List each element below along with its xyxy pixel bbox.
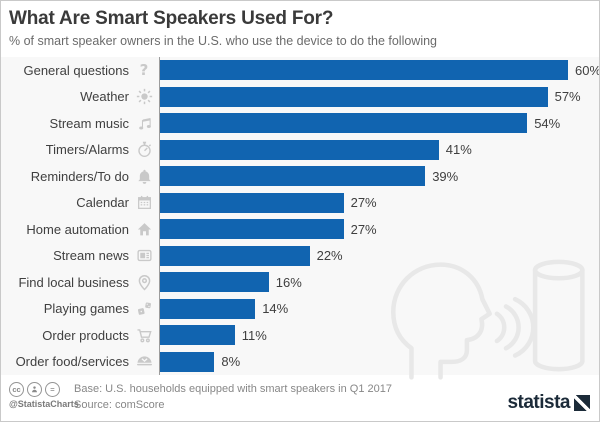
dice-icon bbox=[129, 300, 159, 317]
chart-row: Order products 11% bbox=[1, 322, 599, 349]
chart-row: Home automation 27% bbox=[1, 216, 599, 243]
bell-icon bbox=[129, 168, 159, 185]
person-speaking-to-speaker-watermark-icon bbox=[391, 259, 585, 380]
value-label: 27% bbox=[350, 221, 377, 237]
statista-charts-handle: @StatistaCharts bbox=[9, 399, 79, 409]
bar bbox=[160, 192, 344, 213]
bar-zone: 22% bbox=[159, 242, 599, 269]
bar-zone: 11% bbox=[159, 322, 599, 349]
chart-header: What Are Smart Speakers Used For? % of s… bbox=[1, 1, 599, 49]
value-label: 16% bbox=[275, 274, 302, 290]
cc-icon: cc bbox=[9, 382, 24, 397]
covered-dish-icon bbox=[129, 353, 159, 370]
bar-zone: 41% bbox=[159, 136, 599, 163]
category-label: Order food/services bbox=[15, 354, 129, 370]
statista-logo-mark bbox=[574, 395, 590, 411]
base-note: Base: U.S. households equipped with smar… bbox=[74, 383, 392, 395]
chart-subtitle: % of smart speaker owners in the U.S. wh… bbox=[9, 34, 438, 48]
chart-row: Reminders/To do 39% bbox=[1, 163, 599, 190]
bar bbox=[160, 60, 568, 81]
stopwatch-icon bbox=[129, 141, 159, 158]
question-icon: ? bbox=[139, 61, 149, 80]
sun-icon bbox=[129, 88, 159, 105]
bar bbox=[160, 272, 269, 293]
chart-footer: cc = @StatistaCharts Base: U.S. househol… bbox=[1, 377, 599, 421]
category-label: Stream music bbox=[49, 115, 129, 131]
value-label: 8% bbox=[221, 354, 241, 370]
house-icon bbox=[129, 221, 159, 238]
category-label: Playing games bbox=[43, 301, 129, 317]
chart-row: Find local business 16% bbox=[1, 269, 599, 296]
value-label: 11% bbox=[241, 327, 267, 343]
creative-commons-icons: cc = bbox=[9, 382, 79, 397]
category-label: Order products bbox=[42, 327, 129, 343]
attribution-icon bbox=[27, 382, 42, 397]
statista-logo: statista bbox=[507, 392, 590, 414]
value-label: 54% bbox=[534, 115, 561, 131]
category-label: Weather bbox=[80, 89, 129, 105]
bar-zone: 54% bbox=[159, 110, 599, 137]
source-note: Source: comScore bbox=[74, 399, 165, 411]
category-label: Reminders/To do bbox=[30, 168, 129, 184]
chart-row: Weather 57% bbox=[1, 83, 599, 110]
nd-icon: = bbox=[45, 382, 60, 397]
notes-block: Base: U.S. households equipped with smar… bbox=[74, 381, 392, 413]
category-label: Home automation bbox=[26, 221, 129, 237]
value-label: 14% bbox=[262, 301, 289, 317]
category-label: Calendar bbox=[76, 195, 129, 211]
bar bbox=[160, 351, 215, 372]
chart-row: Order food/services 8% bbox=[1, 348, 599, 375]
bar-zone: 27% bbox=[159, 189, 599, 216]
newspaper-icon bbox=[129, 247, 159, 264]
music-note-icon bbox=[129, 115, 159, 132]
bar bbox=[160, 245, 310, 266]
value-label: 41% bbox=[445, 142, 472, 158]
chart-row: Stream news 22% bbox=[1, 242, 599, 269]
value-label: 60% bbox=[575, 62, 600, 78]
chart-row: Calendar 27% bbox=[1, 189, 599, 216]
bar-zone: 8% bbox=[159, 348, 599, 375]
bar-zone: 16% bbox=[159, 269, 599, 296]
bar bbox=[160, 325, 235, 346]
location-pin-icon bbox=[129, 274, 159, 291]
category-label: General questions bbox=[23, 62, 129, 78]
value-label: 39% bbox=[432, 168, 459, 184]
bar bbox=[160, 166, 426, 187]
bar bbox=[160, 139, 439, 160]
bar-zone: 27% bbox=[159, 216, 599, 243]
value-label: 57% bbox=[554, 89, 581, 105]
bar bbox=[160, 113, 528, 134]
value-label: 22% bbox=[316, 248, 343, 264]
bar-zone: 39% bbox=[159, 163, 599, 190]
bar-zone: 14% bbox=[159, 295, 599, 322]
shopping-cart-icon bbox=[129, 327, 159, 344]
category-label: Timers/Alarms bbox=[45, 142, 129, 158]
category-label: Stream news bbox=[53, 248, 129, 264]
bar bbox=[160, 86, 548, 107]
chart-row: Playing games 14% bbox=[1, 295, 599, 322]
license-block: cc = @StatistaCharts bbox=[9, 382, 79, 409]
bar-zone: 57% bbox=[159, 83, 599, 110]
category-label: Find local business bbox=[18, 274, 129, 290]
bar-zone: 60% bbox=[159, 57, 600, 84]
bar bbox=[160, 219, 344, 240]
chart-row: General questions ? 60% bbox=[1, 57, 599, 84]
bar bbox=[160, 298, 256, 319]
bar-chart-area: General questions ? 60% Weather 57% Stre… bbox=[1, 57, 599, 380]
chart-row: Stream music 54% bbox=[1, 110, 599, 137]
value-label: 27% bbox=[350, 195, 377, 211]
calendar-icon bbox=[129, 194, 159, 211]
statista-wordmark: statista bbox=[507, 392, 570, 413]
chart-rows: General questions ? 60% Weather 57% Stre… bbox=[1, 57, 599, 375]
chart-row: Timers/Alarms 41% bbox=[1, 136, 599, 163]
chart-title: What Are Smart Speakers Used For? bbox=[9, 8, 334, 29]
